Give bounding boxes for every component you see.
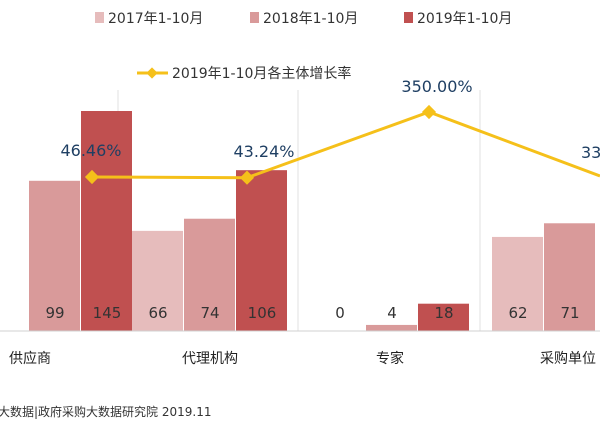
category-label: 专家 <box>376 350 404 367</box>
legend-label: 2019年1-10月各主体增长率 <box>172 65 351 82</box>
legend-swatch <box>250 12 259 23</box>
legend-swatch <box>95 12 104 23</box>
bar <box>492 236 543 331</box>
growth-rate-point <box>421 104 437 120</box>
bars <box>29 111 595 331</box>
legend-line-marker <box>146 67 158 79</box>
growth-rate-label: 43.24% <box>233 142 294 161</box>
legend: 2017年1-10月 2018年1-10月 2019年1-10月 2019年1-10月… <box>95 11 512 82</box>
category-label: 采购单位 <box>540 351 596 367</box>
bar <box>184 218 235 331</box>
growth-rate-point <box>239 170 255 185</box>
bar-value-label: 106 <box>248 304 277 322</box>
bar <box>29 180 80 331</box>
bar-value-label: 74 <box>200 304 219 322</box>
bar <box>544 223 595 331</box>
bar-value-label: 0 <box>335 304 345 322</box>
bar-value-label: 18 <box>434 304 453 322</box>
growth-rate-polyline <box>91 110 600 180</box>
bar-value-label: 99 <box>45 304 64 322</box>
bar <box>81 111 132 331</box>
bar-value-label: 4 <box>387 304 397 322</box>
category-label: 代理机构 <box>182 351 238 367</box>
bar <box>132 230 183 331</box>
growth-rate-label: 350.00% <box>401 77 472 96</box>
growth-rate-line: 46.46% 43.24% 350.00% 33 <box>60 77 600 185</box>
growth-rate-label: 33 <box>581 143 600 162</box>
bar-value-label: 62 <box>508 304 527 322</box>
bar <box>418 303 469 331</box>
bar-value-label: 71 <box>560 304 579 322</box>
bar-value-label: 145 <box>93 304 122 322</box>
legend-label: 2019年1-10月 <box>417 11 512 27</box>
bar-value-labels: 99 145 66 74 106 0 4 18 62 71 <box>45 304 579 322</box>
category-labels: 供应商 代理机构 专家 采购单位 <box>9 350 596 367</box>
category-label: 供应商 <box>9 350 51 367</box>
legend-label: 2018年1-10月 <box>263 11 358 27</box>
growth-rate-label: 46.46% <box>60 141 121 160</box>
legend-swatch <box>404 12 413 23</box>
bar <box>366 324 417 331</box>
source-note: 大数据|政府采购大数据研究院 2019.11 <box>0 404 211 419</box>
legend-label: 2017年1-10月 <box>108 11 203 27</box>
bar <box>236 170 287 331</box>
bar-value-label: 66 <box>148 304 167 322</box>
